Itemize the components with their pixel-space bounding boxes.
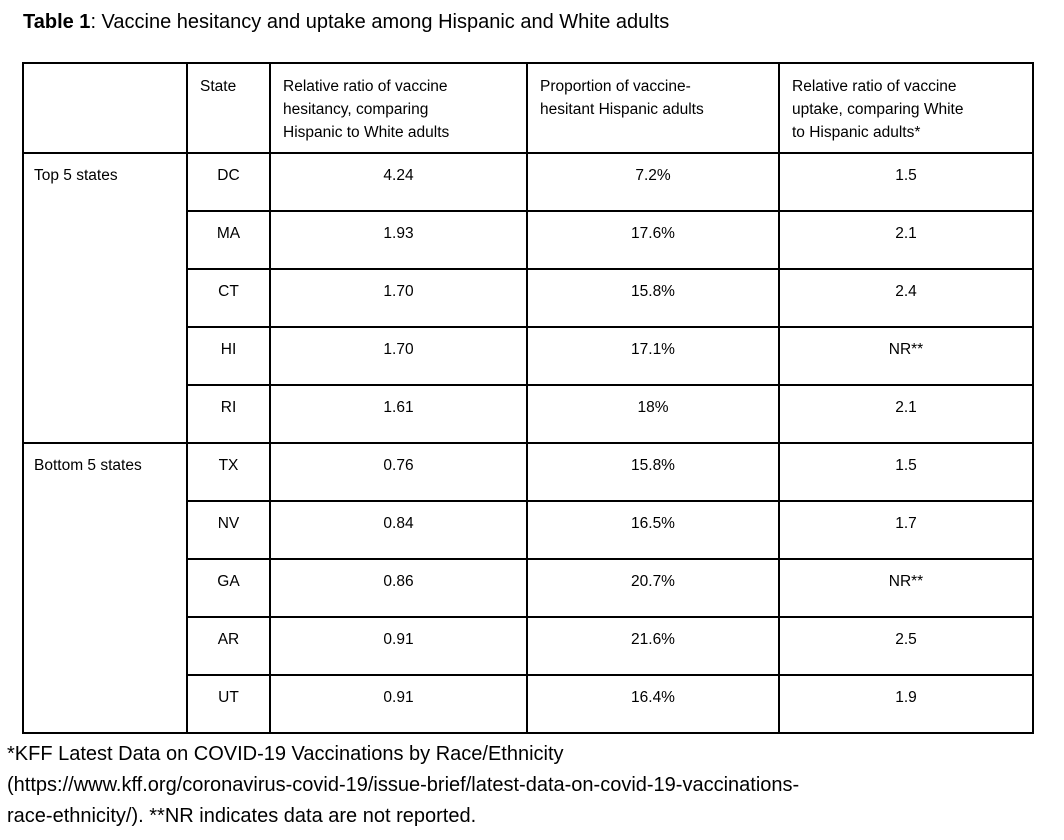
uptake-ratio-cell: 1.7 — [778, 500, 1034, 560]
table-row: AR 0.91 21.6% 2.5 — [23, 616, 1034, 676]
header-row: State Relative ratio of vaccine hesitanc… — [22, 62, 1034, 154]
table-row: RI 1.61 18% 2.1 — [23, 384, 1034, 444]
uptake-ratio-cell: NR** — [778, 558, 1034, 618]
uptake-ratio-cell: 2.4 — [778, 268, 1034, 328]
state-cell: CT — [186, 268, 271, 328]
state-cell: UT — [186, 674, 271, 734]
vaccine-hesitancy-table: State Relative ratio of vaccine hesitanc… — [22, 62, 1034, 734]
hesitant-proportion-cell: 7.2% — [526, 152, 780, 212]
hesitancy-ratio-cell: 1.70 — [269, 268, 528, 328]
table-row: HI 1.70 17.1% NR** — [23, 326, 1034, 386]
state-cell: DC — [186, 152, 271, 212]
uptake-ratio-cell: 2.1 — [778, 210, 1034, 270]
hesitant-proportion-cell: 17.1% — [526, 326, 780, 386]
hesitancy-ratio-cell: 0.86 — [269, 558, 528, 618]
table-row: MA 1.93 17.6% 2.1 — [23, 210, 1034, 270]
footnote-line: race-ethnicity/). **NR indicates data ar… — [7, 805, 477, 827]
hesitant-proportion-cell: 18% — [526, 384, 780, 444]
state-cell: RI — [186, 384, 271, 444]
footnote-line: *KFF Latest Data on COVID-19 Vaccination… — [7, 743, 564, 765]
state-cell: MA — [186, 210, 271, 270]
state-cell: GA — [186, 558, 271, 618]
uptake-ratio-cell: 2.1 — [778, 384, 1034, 444]
table-row: Bottom 5 states TX 0.76 15.8% 1.5 — [22, 442, 1034, 734]
header-uptake-ratio: Relative ratio of vaccine uptake, compar… — [778, 62, 1034, 154]
hesitancy-ratio-cell: 0.84 — [269, 500, 528, 560]
hesitancy-ratio-cell: 0.91 — [269, 674, 528, 734]
uptake-ratio-cell: 2.5 — [778, 616, 1034, 676]
hesitancy-ratio-cell: 0.76 — [269, 442, 528, 502]
hesitant-proportion-cell: 21.6% — [526, 616, 780, 676]
uptake-ratio-cell: NR** — [778, 326, 1034, 386]
table-row: Top 5 states DC 4.24 7.2% 1.5 — [22, 152, 1034, 444]
group-label-bottom5: Bottom 5 states — [22, 442, 188, 734]
table-title-text: : Vaccine hesitancy and uptake among His… — [90, 11, 670, 33]
uptake-ratio-cell: 1.5 — [778, 442, 1034, 502]
hesitancy-ratio-cell: 1.61 — [269, 384, 528, 444]
table-row: UT 0.91 16.4% 1.9 — [23, 674, 1034, 734]
table-row: NV 0.84 16.5% 1.7 — [23, 500, 1034, 560]
header-hesitancy-ratio: Relative ratio of vaccine hesitancy, com… — [269, 62, 528, 154]
state-cell: NV — [186, 500, 271, 560]
uptake-ratio-cell: 1.5 — [778, 152, 1034, 212]
hesitant-proportion-cell: 15.8% — [526, 442, 780, 502]
footnote-line: (https://www.kff.org/coronavirus-covid-1… — [7, 774, 800, 796]
table-title-number: Table 1 — [23, 11, 91, 33]
hesitant-proportion-cell: 15.8% — [526, 268, 780, 328]
hesitancy-ratio-cell: 1.70 — [269, 326, 528, 386]
hesitant-proportion-cell: 16.5% — [526, 500, 780, 560]
hesitant-proportion-cell: 20.7% — [526, 558, 780, 618]
state-cell: TX — [186, 442, 271, 502]
hesitancy-ratio-cell: 1.93 — [269, 210, 528, 270]
footnote: *KFF Latest Data on COVID-19 Vaccination… — [7, 739, 1064, 832]
hesitancy-ratio-cell: 4.24 — [269, 152, 528, 212]
table-title: Table 1: Vaccine hesitancy and uptake am… — [23, 9, 1064, 35]
state-cell: AR — [186, 616, 271, 676]
state-cell: HI — [186, 326, 271, 386]
corner-cell — [22, 62, 188, 154]
group-label-top5: Top 5 states — [22, 152, 188, 444]
table-row: CT 1.70 15.8% 2.4 — [23, 268, 1034, 328]
hesitant-proportion-cell: 16.4% — [526, 674, 780, 734]
header-hesitant-proportion: Proportion of vaccine- hesitant Hispanic… — [526, 62, 780, 154]
uptake-ratio-cell: 1.9 — [778, 674, 1034, 734]
hesitancy-ratio-cell: 0.91 — [269, 616, 528, 676]
header-state: State — [186, 62, 271, 154]
table-row: GA 0.86 20.7% NR** — [23, 558, 1034, 618]
hesitant-proportion-cell: 17.6% — [526, 210, 780, 270]
